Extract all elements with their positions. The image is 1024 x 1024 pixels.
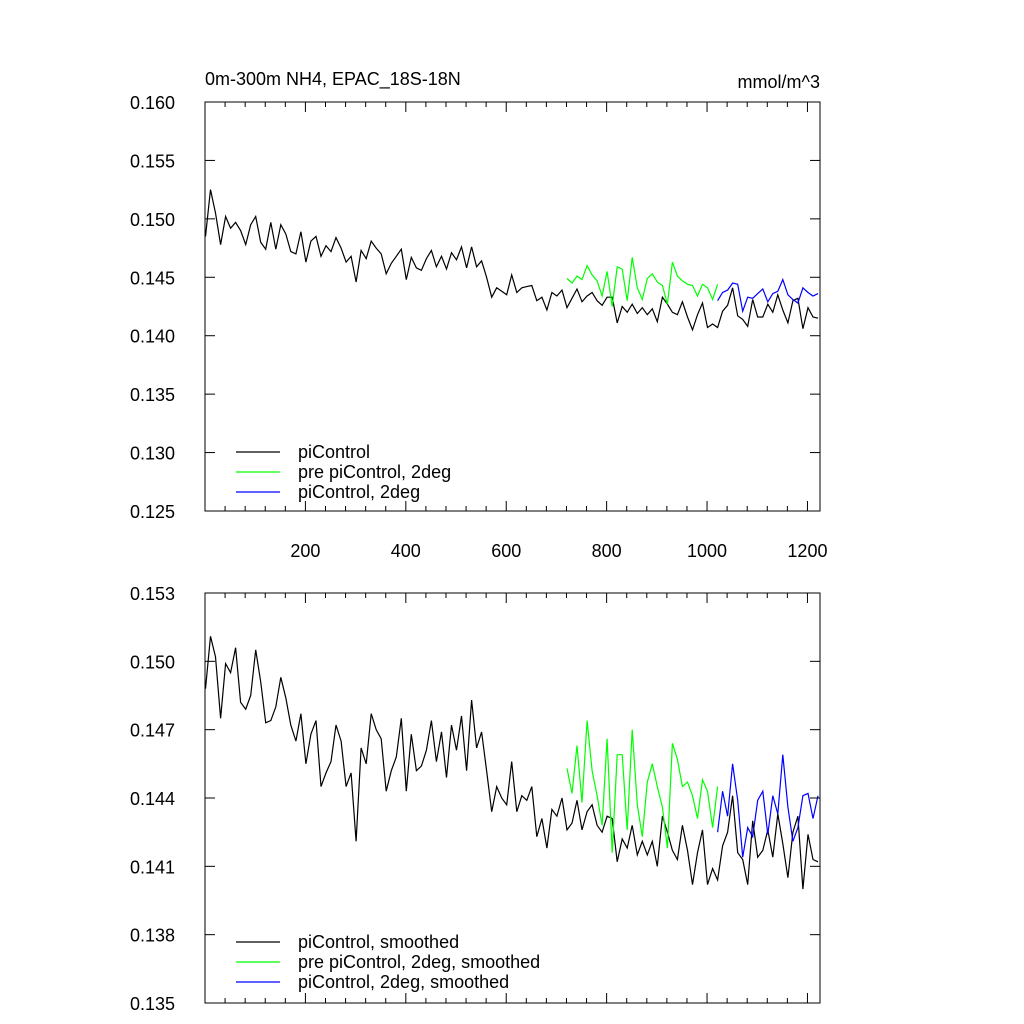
bottom-legend-label-2: piControl, 2deg, smoothed xyxy=(298,972,509,992)
top-legend-label-0: piControl xyxy=(298,442,370,462)
bottom-y-tick-label: 0.135 xyxy=(130,994,175,1014)
top-series-group xyxy=(204,189,819,332)
bottom-y-tick-label: 0.147 xyxy=(130,721,175,741)
top-axes: 0.125 0.130 0.135 0.140 0.145 0.150 0.155 0.160… xyxy=(130,93,828,561)
top-x-tick-label: 200 xyxy=(290,541,320,561)
bottom-series-line-2 xyxy=(717,754,819,858)
top-y-tick-label: 0.140 xyxy=(130,327,175,347)
bottom-y-tick-label: 0.138 xyxy=(130,926,175,946)
top-y-tick-label: 0.145 xyxy=(130,268,175,288)
bottom-y-tick-label: 0.141 xyxy=(130,857,175,877)
bottom-series-line-0 xyxy=(204,636,819,890)
bottom-y-tick-label: 0.144 xyxy=(130,789,175,809)
top-legend-label-1: pre piControl, 2deg xyxy=(298,462,451,482)
top-series-line-2 xyxy=(717,277,819,314)
bottom-legend-label-1: pre piControl, 2deg, smoothed xyxy=(298,952,540,972)
bottom-series-group xyxy=(204,636,819,890)
top-y-tick-label: 0.135 xyxy=(130,385,175,405)
top-legend-label-2: piControl, 2deg xyxy=(298,482,420,502)
top-x-tick-label: 1000 xyxy=(687,541,727,561)
bottom-series-line-1 xyxy=(566,720,719,853)
top-panel: 0m-300m NH4, EPAC_18S-18N mmol/m^3 0.125… xyxy=(130,69,828,561)
top-y-tick-label: 0.155 xyxy=(130,151,175,171)
top-y-tick-label: 0.125 xyxy=(130,502,175,522)
bottom-axes: 0.135 0.138 0.141 0.144 0.147 0.150 0.153 xyxy=(130,584,820,1014)
top-y-tick-label: 0.160 xyxy=(130,93,175,113)
top-title: 0m-300m NH4, EPAC_18S-18N xyxy=(205,69,461,90)
top-x-tick-label: 1200 xyxy=(787,541,827,561)
bottom-y-tick-label: 0.153 xyxy=(130,584,175,604)
top-plot-frame xyxy=(204,101,821,512)
bottom-panel: 0.135 0.138 0.141 0.144 0.147 0.150 0.153 piCo… xyxy=(130,584,821,1014)
top-x-tick-label: 600 xyxy=(491,541,521,561)
top-y-tick-label: 0.130 xyxy=(130,444,175,464)
top-series-line-1 xyxy=(566,257,719,307)
top-x-tick-label: 400 xyxy=(391,541,421,561)
top-series-line-0 xyxy=(204,189,819,332)
bottom-y-tick-label: 0.150 xyxy=(130,652,175,672)
top-x-tick-label: 800 xyxy=(592,541,622,561)
bottom-legend-label-0: piControl, smoothed xyxy=(298,932,459,952)
top-y-tick-label: 0.150 xyxy=(130,210,175,230)
top-units-label: mmol/m^3 xyxy=(738,72,820,92)
